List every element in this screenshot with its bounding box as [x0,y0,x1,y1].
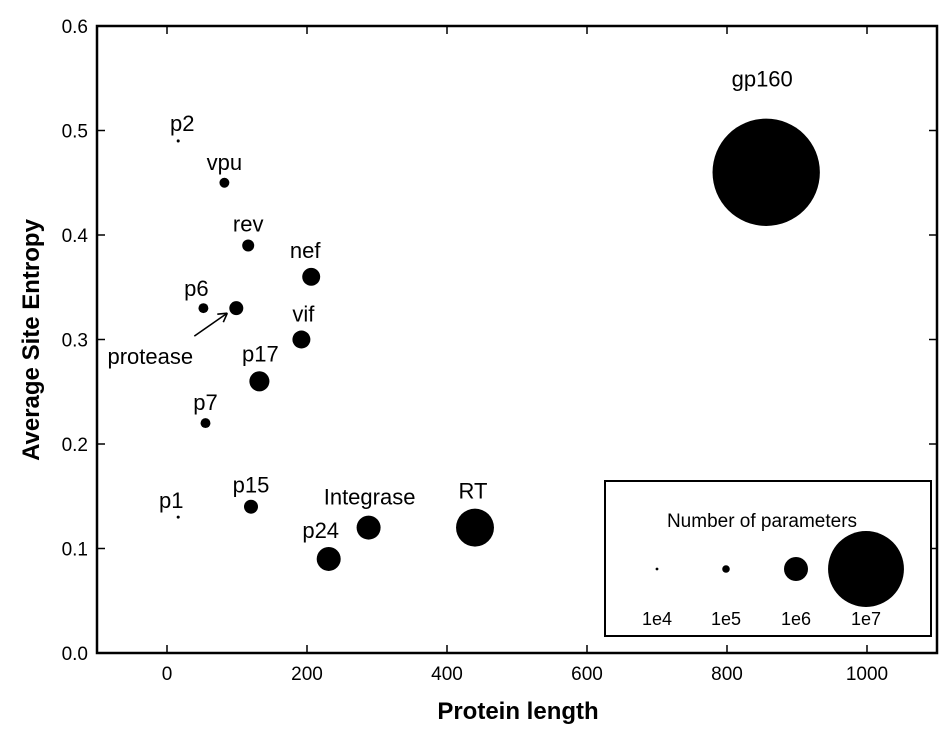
point-label-protease: protease [107,344,193,369]
point-label-p17: p17 [242,341,279,366]
y-tick-label: 0.5 [62,122,88,143]
point-label-gp160: gp160 [732,66,793,91]
point-p17 [249,371,270,392]
legend-marker [784,557,808,581]
point-integrase [356,515,381,540]
point-label-p15: p15 [233,473,270,498]
point-p7 [200,418,211,429]
x-tick-label: 800 [711,664,743,685]
point-label-p7: p7 [193,390,217,415]
point-label-p2: p2 [170,111,194,136]
legend-marker [655,567,659,571]
point-label-nef: nef [290,238,321,263]
legend-label: 1e6 [781,609,811,629]
x-tick-label: 1000 [846,664,888,685]
point-protease [229,301,244,316]
point-label-rev: rev [233,211,264,236]
legend-label: 1e5 [711,609,741,629]
point-p2 [176,139,180,143]
point-label-integrase: Integrase [324,485,416,510]
point-gp160 [712,118,820,226]
point-p15 [244,499,258,514]
point-label-vif: vif [292,302,315,327]
point-rt [456,508,494,547]
y-tick-label: 0.1 [62,540,88,561]
legend-marker [722,565,730,573]
y-tick-label: 0.0 [62,644,88,665]
point-rev [242,239,255,252]
protease-arrow [193,312,228,337]
x-tick-label: 0 [162,664,173,685]
arrowhead-icon [217,312,229,323]
legend: Number of parameters 1e4 1e5 1e6 1e7 [604,480,932,637]
point-label-p1: p1 [159,488,183,513]
y-tick-label: 0.3 [62,331,88,352]
legend-label: 1e7 [851,609,881,629]
x-tick-label: 600 [571,664,603,685]
plot-frame [95,24,939,655]
x-axis-label: Protein length [437,698,598,725]
point-label-vpu: vpu [207,150,242,175]
y-tick-label: 0.2 [62,435,88,456]
point-p24 [316,546,341,571]
x-tick-label: 200 [291,664,323,685]
legend-label: 1e4 [642,609,672,629]
x-tick-label: 400 [431,664,463,685]
legend-marker [828,531,904,607]
y-axis-label: Average Site Entropy [18,218,45,461]
point-vpu [219,177,230,188]
y-tick-label: 0.6 [62,17,88,38]
point-label-rt: RT [459,479,488,504]
legend-title: Number of parameters [667,511,857,532]
point-p6 [198,303,209,314]
point-label-p6: p6 [184,276,208,301]
point-nef [302,267,321,286]
point-label-p24: p24 [302,518,339,543]
point-vif [292,330,311,349]
y-tick-label: 0.4 [62,226,89,247]
point-p1 [176,515,180,519]
